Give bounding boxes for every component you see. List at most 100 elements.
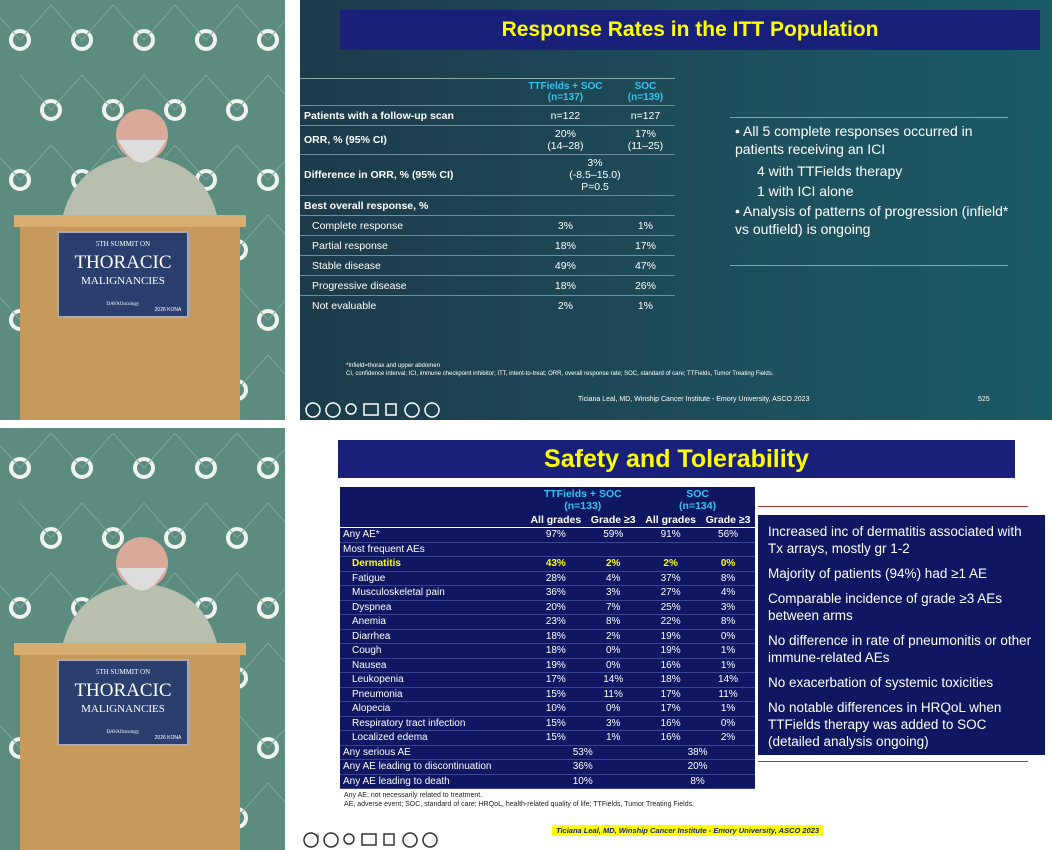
- table-cell: Patients with a follow-up scan: [300, 105, 515, 126]
- table-row: Fatigue 28% 4% 37% 8%: [340, 571, 755, 586]
- table-cell: 7%: [586, 600, 641, 615]
- player-controls[interactable]: [302, 831, 442, 849]
- table-cell: Leukopenia: [340, 672, 526, 688]
- table-row: Patients with a follow-up scan n=122 n=127: [300, 105, 675, 126]
- bullet-list: • All 5 complete responses occurred in p…: [735, 122, 1010, 242]
- backdrop-line: [81, 74, 145, 111]
- backdrop-line: [174, 572, 238, 609]
- table-cell: 19%: [525, 658, 587, 673]
- table-cell: Best overall response, %: [300, 195, 675, 216]
- table-cell: Most frequent AEs: [340, 542, 755, 557]
- table-cell: 17%: [640, 701, 702, 717]
- podium-top: [14, 643, 246, 655]
- table-row: Dermatitis 43% 2% 2% 0%: [340, 556, 755, 572]
- table-cell: Fatigue: [340, 571, 526, 586]
- table-cell: Localized edema: [340, 730, 526, 746]
- backdrop-line: [112, 432, 176, 469]
- backdrop-logo: [133, 457, 155, 479]
- sub-bullet-text: 1 with ICI alone: [757, 183, 854, 199]
- column-name: TTFields + SOC: [528, 81, 603, 92]
- table-row: Complete response 3% 1%: [300, 215, 675, 236]
- backdrop-logo: [226, 527, 248, 549]
- table-cell: Dyspnea: [340, 600, 526, 615]
- backdrop-logo: [257, 309, 279, 331]
- page-number: 525: [978, 396, 990, 403]
- table-cell: 53%: [525, 745, 641, 760]
- table-cell: Not evaluable: [300, 295, 515, 315]
- table-cell: 0%: [586, 643, 641, 659]
- table-cell: Pneumonia: [340, 687, 526, 702]
- table-cell: 15%: [525, 730, 587, 746]
- table-cell: 17%: [615, 235, 675, 256]
- column-header: SOC (n=134): [640, 487, 755, 513]
- table-row: Stable disease 49% 47%: [300, 255, 675, 276]
- backdrop-line: [236, 284, 285, 321]
- backdrop-line: [267, 214, 285, 235]
- table-cell: Diarrhea: [340, 629, 526, 644]
- table-cell: 3%: [701, 600, 755, 615]
- table-row: Dyspnea 20% 7% 25% 3%: [340, 600, 755, 615]
- table-cell: 16%: [640, 716, 702, 731]
- backdrop-logo: [71, 29, 93, 51]
- speaker-beard: [118, 568, 166, 591]
- table-cell: 36%: [525, 585, 587, 601]
- table-cell: Any serious AE: [340, 745, 526, 760]
- table-cell: 17%: [640, 687, 702, 702]
- table-cell: 19%: [640, 643, 702, 659]
- table-cell: 3%: [586, 585, 641, 601]
- backdrop-logo: [40, 527, 62, 549]
- table-cell: Alopecia: [340, 701, 526, 717]
- column-name: SOC: [686, 488, 709, 500]
- header-row: TTFields + SOC (n=137) SOC (n=139): [300, 78, 675, 106]
- table-cell: ORR, % (95% CI): [300, 125, 515, 155]
- backdrop-logo: [9, 597, 31, 619]
- table-cell: 56%: [701, 527, 755, 543]
- backdrop-line: [0, 4, 52, 41]
- video-frame: 5TH SUMMIT ON THORACIC MALIGNANCIES DAVAOnc…: [0, 0, 285, 420]
- footnote: AE, adverse event; SOC, standard of care…: [344, 801, 695, 808]
- backdrop-logo: [71, 457, 93, 479]
- sub-bullet: 1 with ICI alone: [735, 182, 1010, 200]
- table-row: Localized edema 15% 1% 16% 2%: [340, 730, 755, 746]
- table-cell: 4%: [701, 585, 755, 601]
- table-row: Any AE leading to death 10% 8%: [340, 774, 755, 789]
- response-table: TTFields + SOC (n=137) SOC (n=139) Patients …: [300, 78, 675, 315]
- divider: [730, 117, 1008, 118]
- table-cell: n=127: [615, 105, 675, 126]
- table-row: Any serious AE 53% 38%: [340, 745, 755, 760]
- podium-top: [14, 215, 246, 227]
- table-head: TTFields + SOC (n=133) SOC (n=134) All grade…: [340, 487, 755, 528]
- table-cell: 1%: [701, 701, 755, 717]
- footnote: Any AE; not necessarily related to treat…: [344, 792, 483, 799]
- table-cell: 22%: [640, 614, 702, 630]
- table-body: Any AE* 97% 59% 91% 56% Most frequent AEs Derm…: [340, 527, 755, 789]
- column-header: TTFields + SOC (n=137): [514, 78, 616, 106]
- bullet: No exacerbation of systemic toxicities: [768, 675, 994, 690]
- subcolumn-header: All grades: [640, 513, 702, 528]
- slide-title: Safety and Tolerability: [338, 440, 1015, 478]
- table-row: Partial response 18% 17%: [300, 235, 675, 256]
- divider: [758, 506, 1028, 507]
- table-row: Cough 18% 0% 19% 1%: [340, 643, 755, 659]
- column-n: (n=134): [679, 500, 717, 512]
- backdrop-line: [236, 712, 285, 749]
- backdrop-line: [50, 432, 114, 469]
- backdrop-line: [236, 572, 285, 609]
- player-controls[interactable]: [304, 401, 444, 419]
- table-row: Most frequent AEs: [340, 542, 755, 557]
- table-cell: 18%: [525, 629, 587, 644]
- backdrop-logo: [9, 457, 31, 479]
- table-cell: 3% (-8.5–15.0) P=0.5: [514, 154, 675, 196]
- podium-text: DAVAOncology: [107, 302, 140, 307]
- backdrop-logo: [9, 169, 31, 191]
- table-body: Patients with a follow-up scan n=122 n=127…: [300, 105, 675, 315]
- sub-bullet: 4 with TTFields therapy: [735, 162, 1010, 180]
- table-cell: 14%: [586, 672, 641, 688]
- subcolumn-header: Grade ≥3: [701, 513, 755, 528]
- table-cell: 18%: [514, 235, 616, 256]
- footer: Ticiana Leal, MD, Winship Cancer Institu…: [578, 396, 810, 403]
- table-cell: Any AE*: [340, 527, 526, 543]
- backdrop-logo: [226, 99, 248, 121]
- divider: [758, 761, 1028, 762]
